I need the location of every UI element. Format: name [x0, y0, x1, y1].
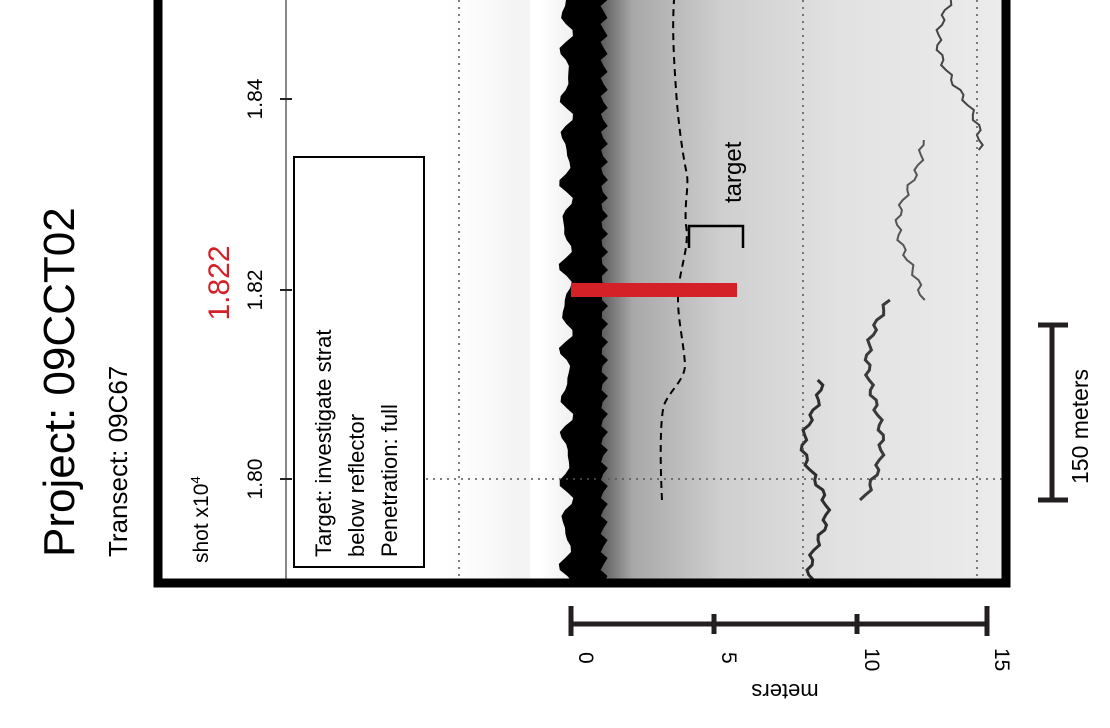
- depth-axis: [568, 606, 990, 636]
- shot-highlight-label: 1.822: [203, 245, 236, 320]
- shot-axis-ticks: [280, 98, 292, 480]
- project-title: Project: 09CCT02: [35, 207, 84, 557]
- shot-highlight-bar: [571, 283, 737, 297]
- annotation-line: Target: investigate strat: [311, 330, 336, 557]
- depth-tick-label: 10: [860, 648, 883, 671]
- seismic-section: [158, 0, 1006, 583]
- scale-bar: [1038, 322, 1068, 503]
- annotation-box: [293, 156, 425, 568]
- annotation-line: Penetration: full: [377, 404, 402, 557]
- target-label: target: [720, 141, 747, 203]
- reflector-line: [894, 139, 926, 301]
- reflector-line: [799, 378, 832, 582]
- target-bracket: [687, 224, 745, 248]
- depth-tick-label: 0: [574, 652, 597, 664]
- shot-axis-label: shot x104: [188, 476, 213, 563]
- depth-tick-label: 15: [990, 648, 1013, 671]
- shot-tick-label: 1.80: [244, 459, 267, 500]
- annotation-line: below reflector: [344, 414, 369, 557]
- shot-tick-label: 1.82: [244, 270, 267, 311]
- interpreted-horizon: [659, 0, 689, 501]
- depth-axis-label: meters: [751, 679, 818, 704]
- reflector-line: [935, 0, 984, 151]
- shot-tick-label: 1.84: [244, 78, 267, 119]
- depth-tick-label: 5: [717, 652, 740, 664]
- scale-bar-label: 150 meters: [1067, 369, 1093, 484]
- figure-frame: [153, 0, 1011, 588]
- reflector-line: [858, 298, 891, 502]
- transect-subtitle: Transect: 09C67: [103, 366, 133, 557]
